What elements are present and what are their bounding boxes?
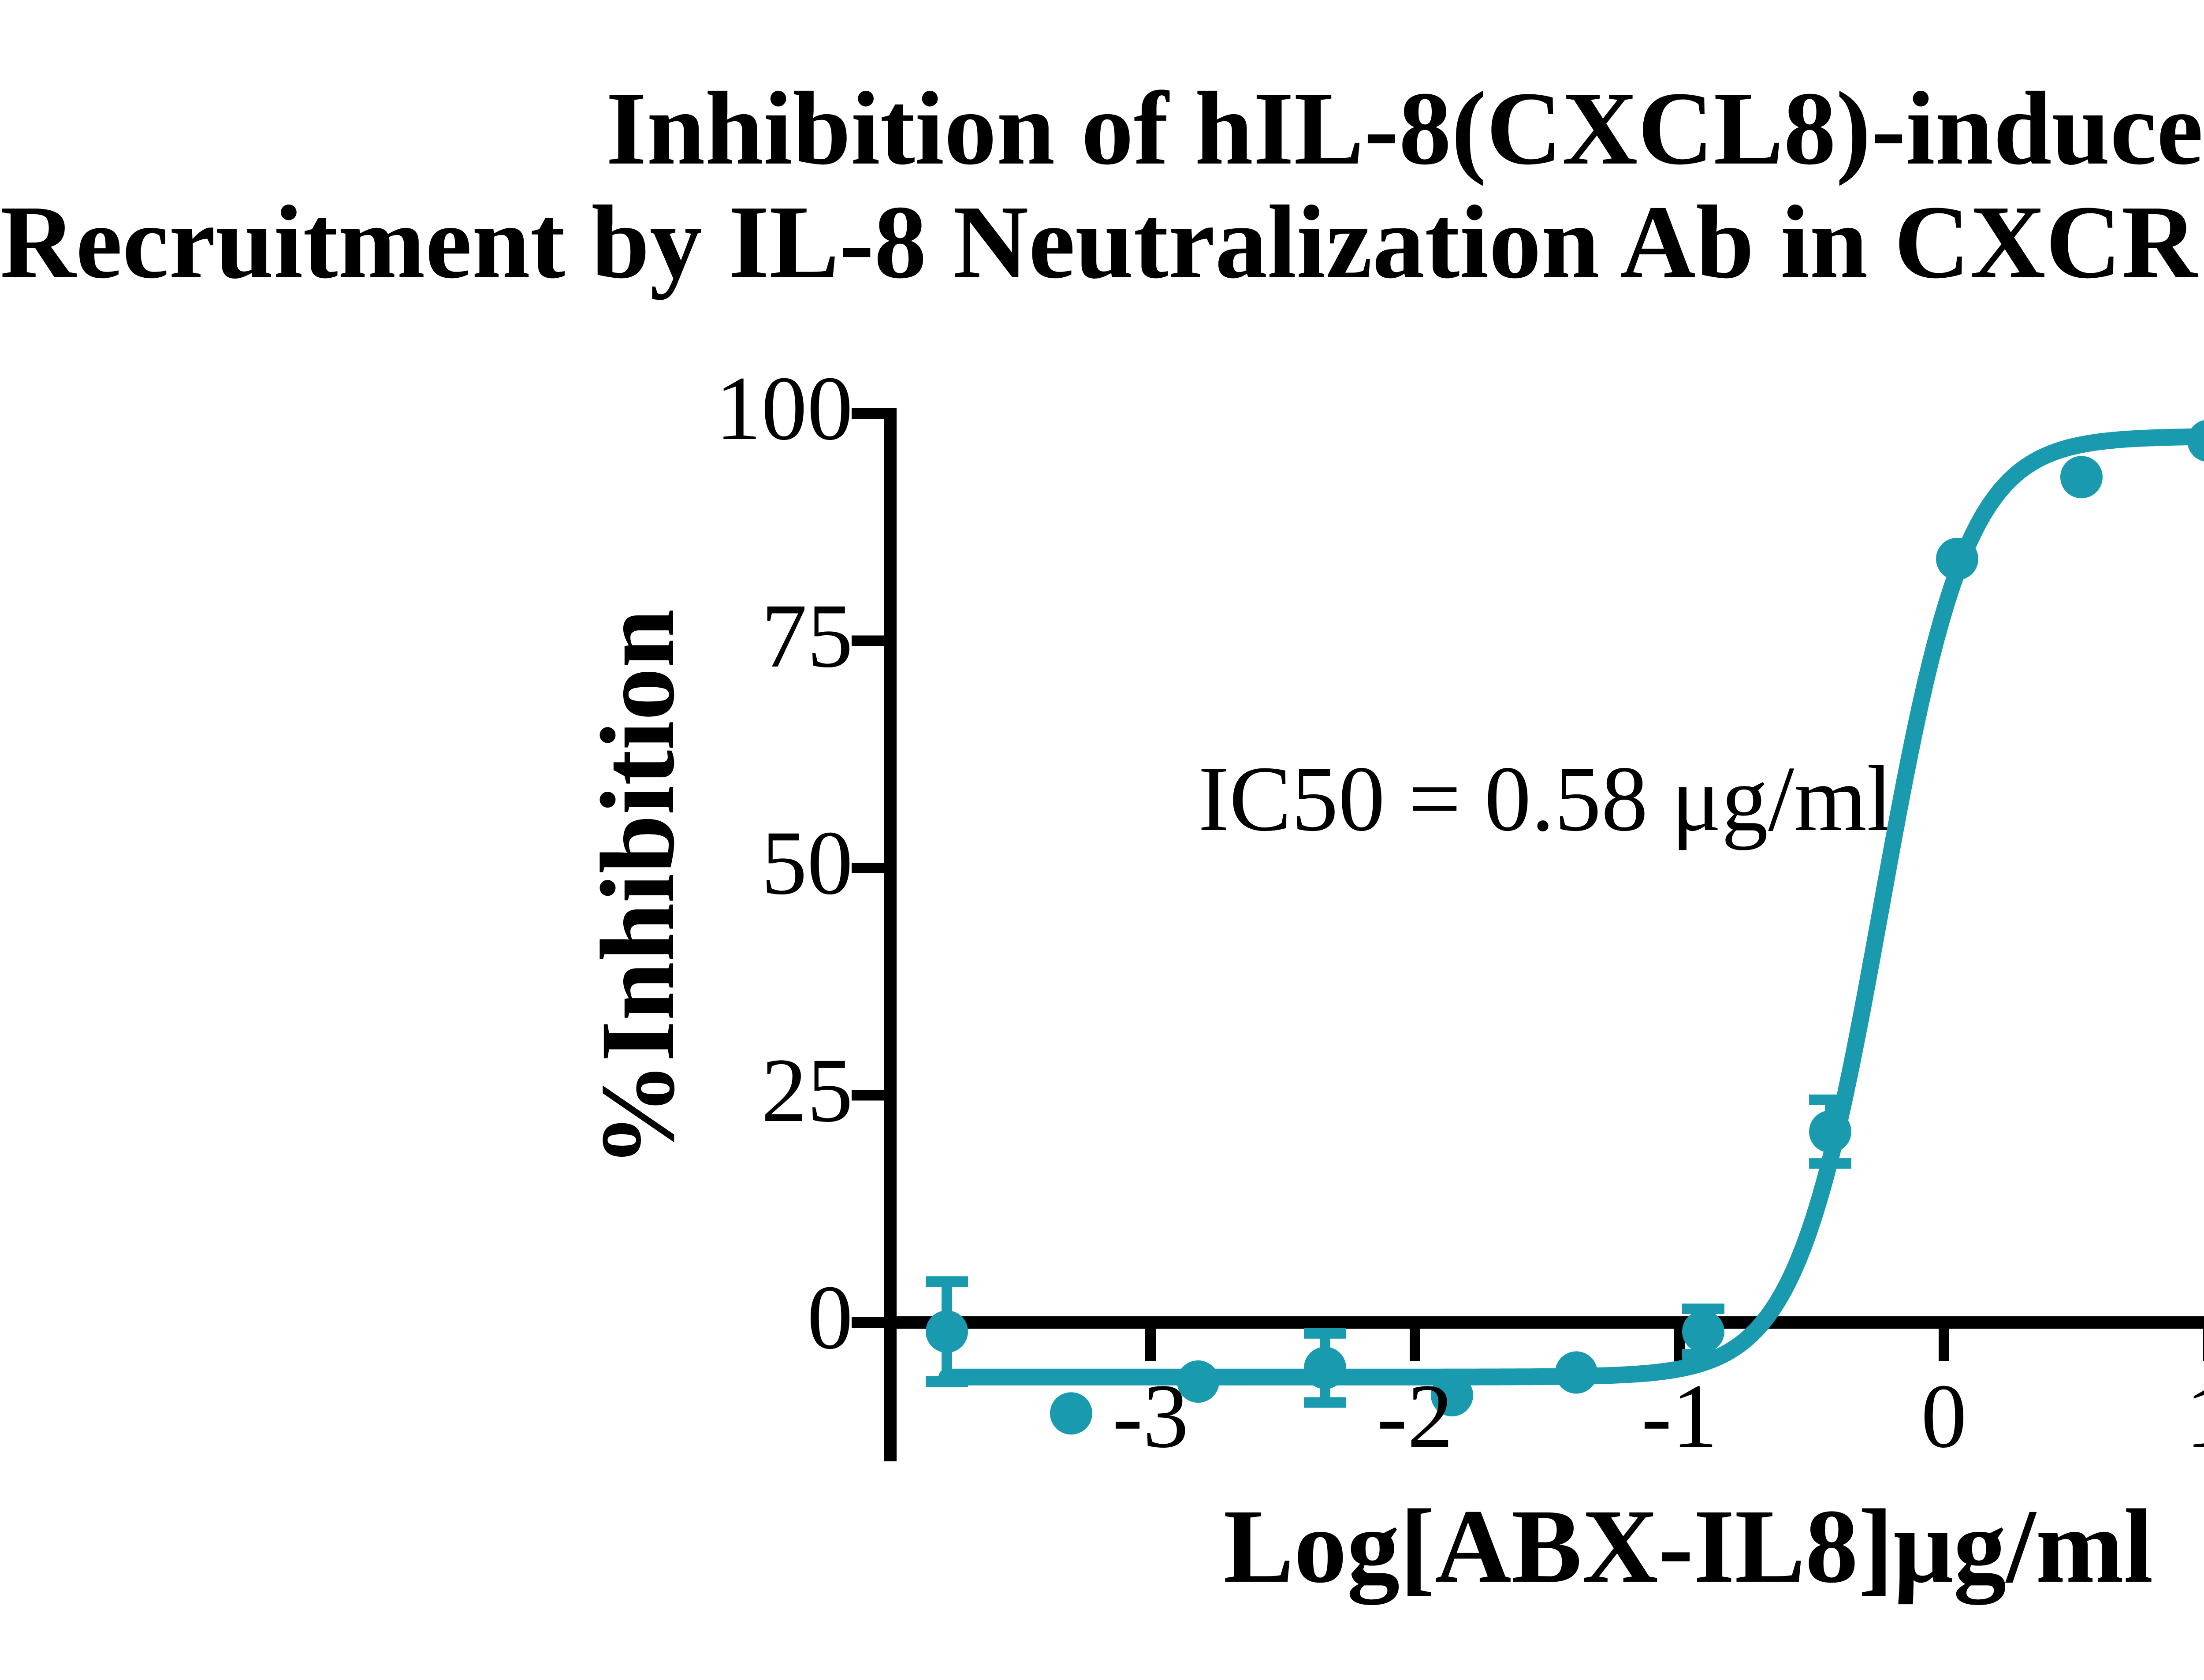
y-tick-label: 75 [761,585,853,686]
x-tick-mark [1939,1322,1949,1361]
y-tick-label: 100 [715,358,853,459]
error-bar-cap-top [926,1276,968,1287]
y-tick-mark [852,408,890,419]
x-axis-line [884,1316,2204,1329]
y-tick-mark [852,863,890,873]
data-point [1555,1351,1597,1394]
fit-curve [938,428,2204,1386]
y-tick-mark [852,1317,890,1328]
y-tick-mark [852,635,890,646]
x-tick-label: 0 [1921,1365,1967,1467]
x-tick-label: -1 [1641,1365,1718,1467]
error-bar-cap-top [1304,1328,1346,1339]
y-tick-label: 50 [761,812,853,913]
y-tick-label: 0 [807,1267,853,1368]
y-tick-label: 25 [761,1039,853,1141]
data-point [1304,1347,1346,1389]
chart-title-line2: Recruitment by IL-8 Neutralization Ab in… [0,184,2204,300]
data-point [2187,420,2204,462]
x-axis-title: Log[ABX-IL8]μg/ml [1223,1487,2153,1605]
x-tick-mark [2203,1322,2204,1361]
data-point [926,1310,968,1353]
chart-title-line1: Inhibition of hIL-8(CXCL8)-induced β-Arr… [606,71,2204,186]
x-tick-label: -3 [1112,1365,1189,1467]
data-point [1682,1310,1724,1353]
ic50-annotation: IC50 = 0.58 μg/ml [1198,747,1893,850]
x-tick-mark [1410,1322,1420,1361]
error-bar-cap-bottom [1304,1397,1346,1408]
x-tick-mark [1145,1322,1156,1361]
x-tick-label: -2 [1377,1365,1453,1467]
data-point [1431,1374,1473,1416]
y-axis-line [884,408,897,1461]
data-point [1809,1110,1851,1153]
data-point [1936,537,1978,580]
data-point [2060,456,2103,499]
y-tick-mark [852,1090,890,1101]
data-point [1177,1360,1219,1403]
data-point [1050,1392,1092,1435]
x-tick-label: 1 [2185,1370,2204,1462]
